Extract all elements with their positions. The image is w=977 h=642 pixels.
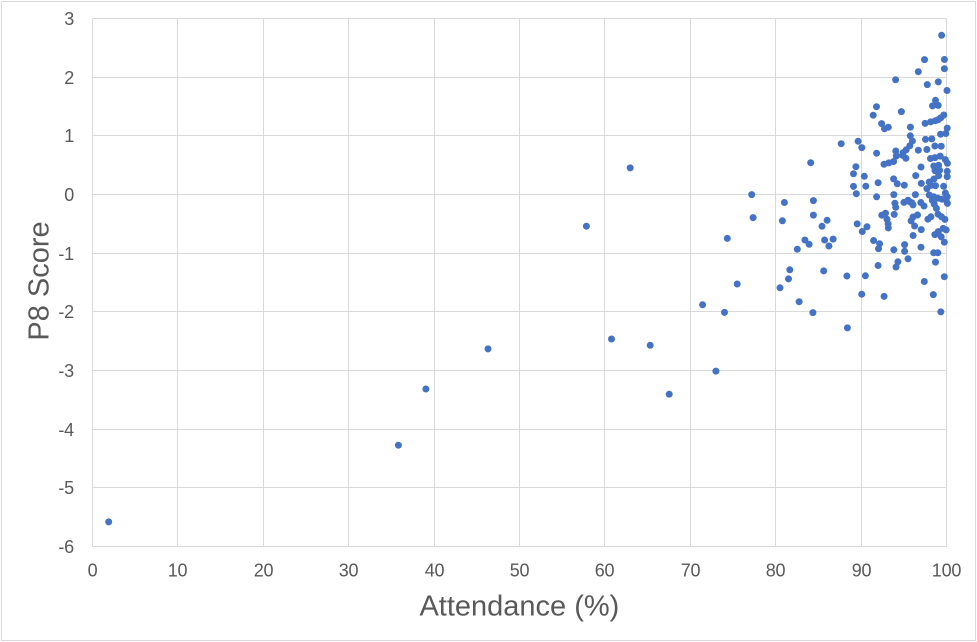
svg-text:-5: -5 [58,478,74,498]
svg-text:2: 2 [64,68,74,88]
svg-text:10: 10 [168,561,188,581]
svg-text:-3: -3 [58,361,74,381]
svg-text:70: 70 [681,561,701,581]
svg-text:-6: -6 [58,537,74,557]
svg-text:3: 3 [64,9,74,29]
svg-text:80: 80 [766,561,786,581]
svg-text:-2: -2 [58,302,74,322]
svg-text:90: 90 [852,561,872,581]
svg-text:0: 0 [88,561,98,581]
svg-text:0: 0 [64,185,74,205]
svg-text:100: 100 [932,561,962,581]
svg-text:20: 20 [254,561,274,581]
svg-text:Attendance (%): Attendance (%) [419,590,619,622]
svg-text:-1: -1 [58,244,74,264]
svg-text:-4: -4 [58,420,74,440]
svg-text:30: 30 [339,561,359,581]
svg-text:40: 40 [425,561,445,581]
svg-text:1: 1 [64,126,74,146]
svg-text:50: 50 [510,561,530,581]
svg-text:60: 60 [595,561,615,581]
svg-text:P8 Score: P8 Score [24,221,56,340]
